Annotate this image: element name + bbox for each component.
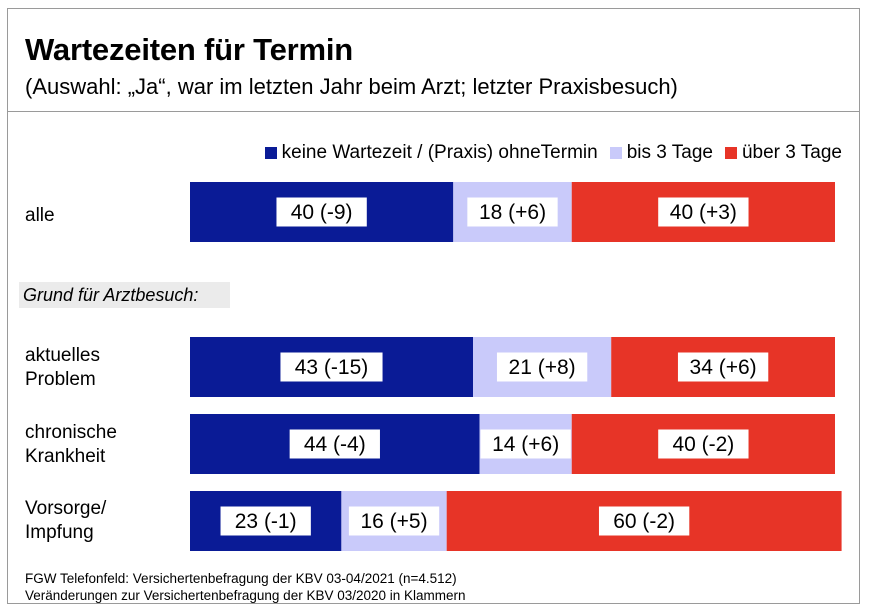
data-label-vorsorge-impfung-keine-wartezeit: 23 (-1): [235, 510, 297, 533]
data-label-box-chronische-krankheit-bis-3-tage: [480, 429, 571, 459]
data-label-box-alle-keine-wartezeit: [276, 197, 367, 227]
data-label-box-aktuelles-problem-bis-3-tage: [496, 352, 588, 382]
category-label-vorsorge-impfung: Vorsorge/ Impfung: [25, 498, 107, 543]
section-label: Grund für Arztbesuch:: [19, 282, 230, 308]
data-label-box-aktuelles-problem-ueber-3-tage: [677, 352, 769, 382]
chart-title: Wartezeiten für Termin: [25, 32, 354, 67]
data-label-box-alle-ueber-3-tage: [658, 197, 749, 227]
data-label-aktuelles-problem-bis-3-tage: 21 (+8): [509, 356, 576, 379]
data-label-aktuelles-problem-ueber-3-tage: 34 (+6): [690, 356, 757, 379]
legend-swatch-ueber-3-tage: [724, 147, 737, 159]
data-label-box-alle-bis-3-tage: [467, 197, 558, 227]
legend-label-keine-wartezeit: keine Wartezeit / (Praxis) ohneTermin: [281, 142, 598, 163]
chart-subtitle: (Auswahl: „Ja“, war im letzten Jahr beim…: [25, 74, 678, 99]
category-label-chronische-krankheit: chronische Krankheit: [25, 422, 117, 467]
legend-item-keine-wartezeit: keine Wartezeit / (Praxis) ohneTermin: [264, 142, 598, 164]
data-label-box-aktuelles-problem-keine-wartezeit: [280, 352, 383, 382]
footer-source: FGW Telefonfeld: Versichertenbefragung d…: [25, 571, 457, 586]
chart-frame: [7, 8, 860, 604]
data-label-box-vorsorge-impfung-keine-wartezeit: [220, 506, 311, 536]
data-label-box-chronische-krankheit-ueber-3-tage: [658, 429, 749, 459]
category-label-aktuelles-problem: aktuelles Problem: [25, 345, 100, 390]
legend-item-ueber-3-tage: über 3 Tage: [724, 142, 842, 164]
data-label-chronische-krankheit-bis-3-tage: 14 (+6): [492, 433, 559, 456]
data-label-vorsorge-impfung-bis-3-tage: 16 (+5): [360, 510, 427, 533]
footer-note: Veränderungen zur Versichertenbefragung …: [25, 588, 466, 603]
legend-label-ueber-3-tage: über 3 Tage: [741, 142, 842, 163]
data-label-chronische-krankheit-keine-wartezeit: 44 (-4): [304, 433, 366, 456]
data-label-box-chronische-krankheit-keine-wartezeit: [289, 429, 380, 459]
header-divider: [7, 111, 860, 112]
legend: keine Wartezeit / (Praxis) ohneTermin bi…: [160, 142, 842, 164]
legend-swatch-bis-3-tage: [609, 147, 622, 159]
data-label-alle-bis-3-tage: 18 (+6): [479, 201, 546, 224]
category-label-alle: alle: [25, 205, 55, 226]
legend-item-bis-3-tage: bis 3 Tage: [609, 142, 713, 164]
data-label-box-vorsorge-impfung-bis-3-tage: [348, 506, 440, 536]
data-label-chronische-krankheit-ueber-3-tage: 40 (-2): [672, 433, 734, 456]
data-label-alle-ueber-3-tage: 40 (+3): [670, 201, 737, 224]
data-label-aktuelles-problem-keine-wartezeit: 43 (-15): [295, 356, 369, 379]
footer: FGW Telefonfeld: Versichertenbefragung d…: [25, 570, 466, 604]
legend-label-bis-3-tage: bis 3 Tage: [626, 142, 713, 163]
data-label-alle-keine-wartezeit: 40 (-9): [291, 201, 353, 224]
data-label-vorsorge-impfung-ueber-3-tage: 60 (-2): [613, 510, 675, 533]
data-label-box-vorsorge-impfung-ueber-3-tage: [598, 506, 690, 536]
legend-swatch-keine-wartezeit: [264, 147, 277, 159]
